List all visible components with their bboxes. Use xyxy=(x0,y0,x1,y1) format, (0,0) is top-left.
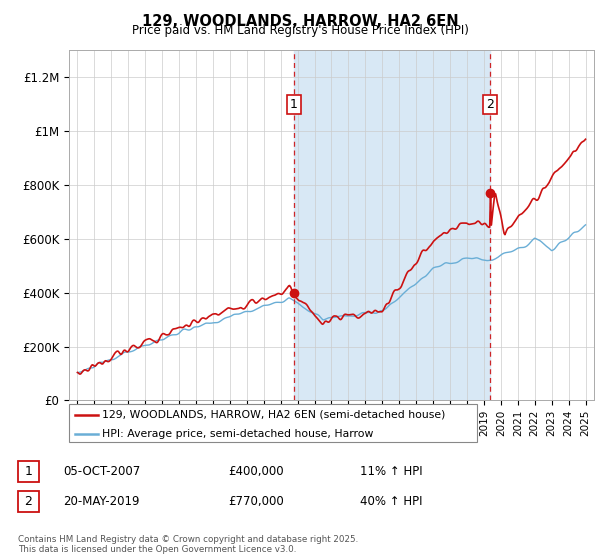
Text: 11% ↑ HPI: 11% ↑ HPI xyxy=(360,465,422,478)
Text: Contains HM Land Registry data © Crown copyright and database right 2025.
This d: Contains HM Land Registry data © Crown c… xyxy=(18,535,358,554)
FancyBboxPatch shape xyxy=(18,461,39,482)
FancyBboxPatch shape xyxy=(18,491,39,512)
FancyBboxPatch shape xyxy=(69,404,477,442)
Text: 40% ↑ HPI: 40% ↑ HPI xyxy=(360,494,422,508)
Text: HPI: Average price, semi-detached house, Harrow: HPI: Average price, semi-detached house,… xyxy=(101,429,373,439)
Text: 1: 1 xyxy=(290,98,298,111)
Text: 129, WOODLANDS, HARROW, HA2 6EN (semi-detached house): 129, WOODLANDS, HARROW, HA2 6EN (semi-de… xyxy=(101,410,445,420)
Text: 1: 1 xyxy=(25,465,32,478)
Text: 20-MAY-2019: 20-MAY-2019 xyxy=(63,494,139,508)
Text: Price paid vs. HM Land Registry's House Price Index (HPI): Price paid vs. HM Land Registry's House … xyxy=(131,24,469,37)
Text: £400,000: £400,000 xyxy=(228,465,284,478)
Text: 2: 2 xyxy=(487,98,494,111)
Text: 2: 2 xyxy=(25,494,32,508)
Text: 05-OCT-2007: 05-OCT-2007 xyxy=(63,465,140,478)
Text: 129, WOODLANDS, HARROW, HA2 6EN: 129, WOODLANDS, HARROW, HA2 6EN xyxy=(142,14,458,29)
Text: £770,000: £770,000 xyxy=(228,494,284,508)
Bar xyxy=(293,50,490,400)
